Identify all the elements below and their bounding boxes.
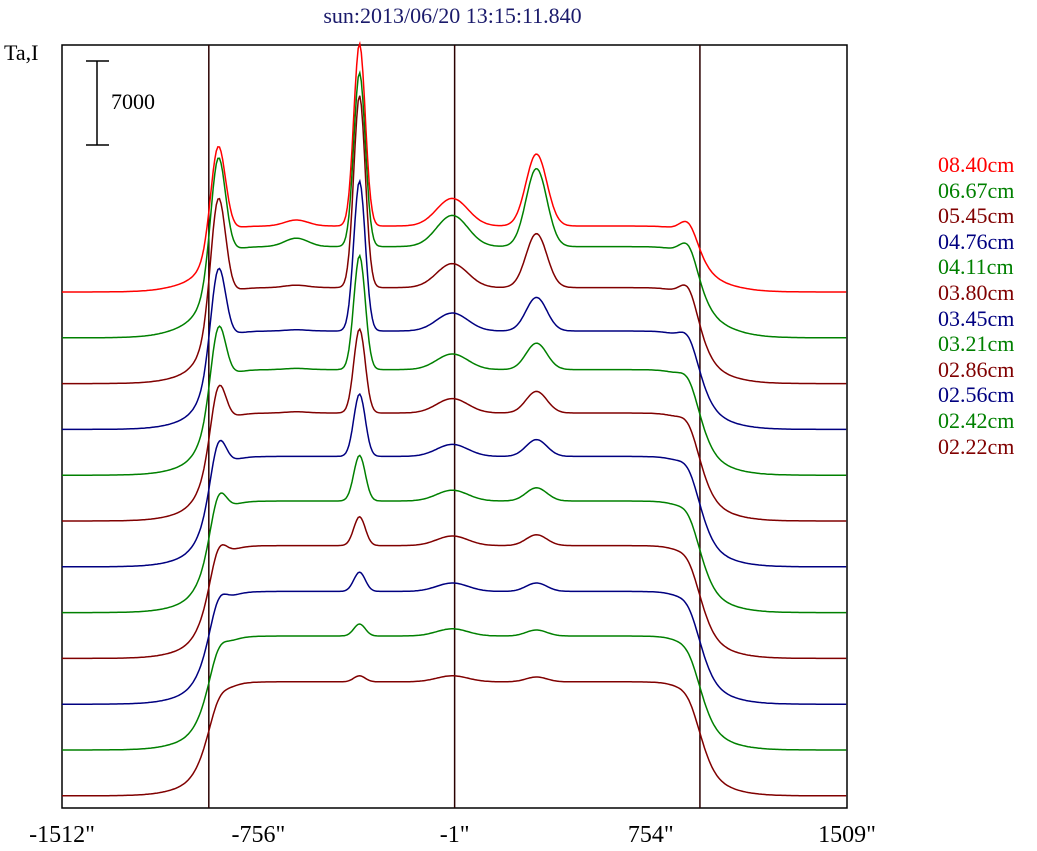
vertical-reference-lines: [208, 45, 701, 808]
series-line: [62, 392, 847, 568]
legend-entry: 02.86cm: [938, 356, 1015, 382]
series-line: [62, 623, 847, 751]
legend: 08.40cm 06.67cm 05.45cm 04.76cm 04.11cm …: [938, 152, 1014, 459]
series-line: [62, 253, 847, 476]
series-line: [62, 178, 847, 431]
scale-bar-label: 7000: [111, 89, 155, 114]
legend-entry: 02.42cm: [938, 407, 1015, 433]
series-line: [62, 70, 847, 339]
legend-entry: 03.21cm: [938, 331, 1015, 357]
series-line: [62, 327, 847, 522]
legend-entry: 02.56cm: [938, 382, 1015, 408]
x-tick-label: -1": [440, 822, 470, 848]
series-line: [62, 571, 847, 705]
legend-entry: 03.80cm: [938, 279, 1015, 305]
chart-title: sun:2013/06/20 13:15:11.840: [323, 3, 582, 28]
series-line: [62, 515, 847, 660]
x-axis-ticks: -1512" -756" -1" 754" 1509": [29, 822, 876, 848]
legend-entry: 04.11cm: [938, 254, 1014, 280]
series-line: [62, 40, 847, 293]
legend-entry: 06.67cm: [938, 177, 1015, 203]
legend-entry: 03.45cm: [938, 305, 1015, 331]
x-tick-label: 754": [628, 822, 674, 848]
legend-entry: 04.76cm: [938, 228, 1015, 254]
legend-entry: 08.40cm: [938, 152, 1015, 177]
series-line: [62, 454, 847, 614]
legend-entry: 02.22cm: [938, 433, 1015, 459]
legend-entry: 05.45cm: [938, 203, 1015, 229]
x-tick-label: -756": [232, 822, 286, 848]
x-tick-label: -1512": [29, 822, 95, 848]
y-axis-label: Ta,I: [4, 40, 39, 65]
scale-bar: 7000: [86, 60, 155, 146]
x-tick-label: 1509": [818, 822, 876, 848]
series-line: [62, 675, 847, 797]
series-curves: [62, 40, 847, 797]
series-line: [62, 95, 847, 385]
